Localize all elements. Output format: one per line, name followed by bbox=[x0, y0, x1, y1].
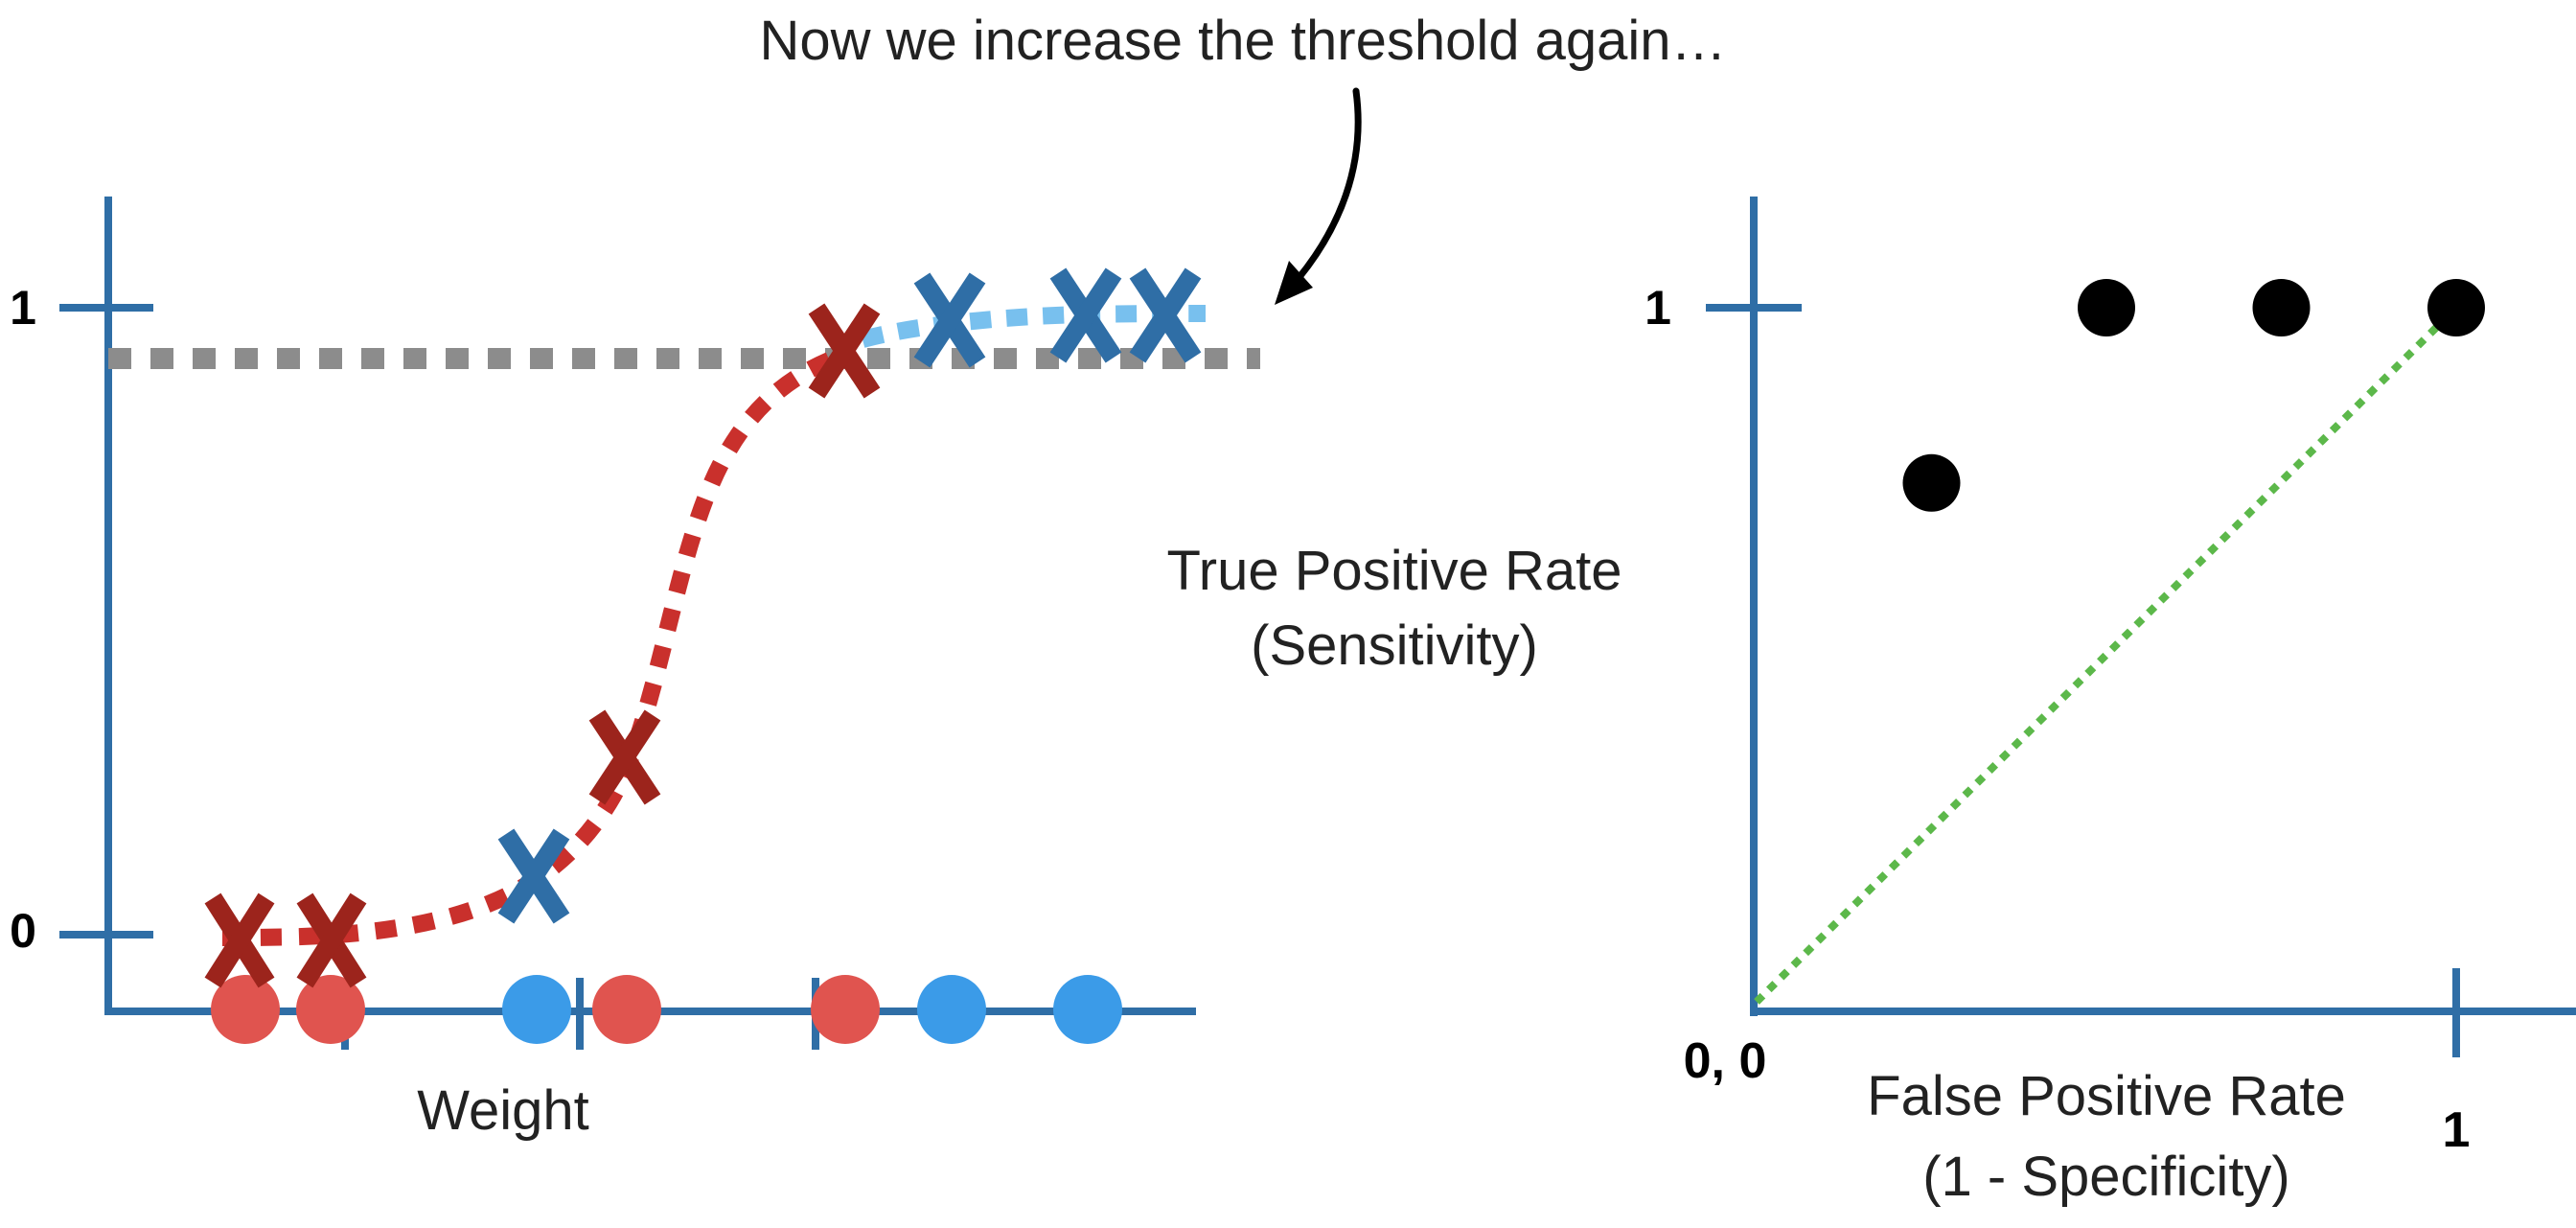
red-dot bbox=[296, 975, 365, 1044]
blue-dot bbox=[502, 975, 571, 1044]
blue-x-marker bbox=[913, 272, 986, 368]
red-x-marker bbox=[808, 303, 881, 399]
blue-x-marker bbox=[497, 828, 570, 924]
roc-plot: 1 0, 0 1 True Positive Rate (Sensitivity… bbox=[1167, 197, 2576, 1208]
roc-point bbox=[2427, 279, 2485, 336]
left-plot: 1 0 Weight bbox=[10, 197, 1260, 1142]
x-markers bbox=[204, 267, 1202, 988]
roc-y-label-line2: (Sensitivity) bbox=[1251, 614, 1538, 677]
roc-point bbox=[1902, 453, 1961, 512]
roc-x-tick-label-1: 1 bbox=[2443, 1102, 2471, 1158]
blue-x-marker bbox=[1129, 267, 1202, 363]
blue-dot bbox=[917, 975, 986, 1044]
red-x-marker bbox=[296, 892, 367, 988]
roc-x-label-line2: (1 - Specificity) bbox=[1922, 1146, 2290, 1208]
left-y-tick-label-0: 0 bbox=[10, 904, 36, 958]
roc-points bbox=[1902, 279, 2485, 512]
logistic-curve-red bbox=[221, 346, 847, 946]
left-y-tick-label-1: 1 bbox=[10, 281, 36, 335]
left-x-label: Weight bbox=[417, 1079, 588, 1142]
roc-origin-label: 0, 0 bbox=[1684, 1033, 1767, 1089]
caption: Now we increase the threshold again… bbox=[759, 10, 1726, 72]
roc-y-tick-label-1: 1 bbox=[1644, 281, 1671, 335]
red-dot bbox=[811, 975, 880, 1044]
roc-point bbox=[2252, 279, 2311, 336]
sample-dots bbox=[211, 975, 1122, 1044]
blue-x-marker bbox=[1049, 267, 1122, 363]
red-dot bbox=[211, 975, 280, 1044]
roc-y-label-line1: True Positive Rate bbox=[1167, 540, 1622, 602]
blue-dot bbox=[1053, 975, 1122, 1044]
roc-x-label-line1: False Positive Rate bbox=[1867, 1065, 2346, 1127]
red-x-marker bbox=[588, 709, 661, 805]
roc-point bbox=[2078, 279, 2135, 336]
caption-arrow bbox=[1275, 87, 1362, 305]
roc-diagonal bbox=[1754, 305, 2459, 1005]
red-dot bbox=[592, 975, 661, 1044]
red-x-marker bbox=[204, 892, 275, 988]
